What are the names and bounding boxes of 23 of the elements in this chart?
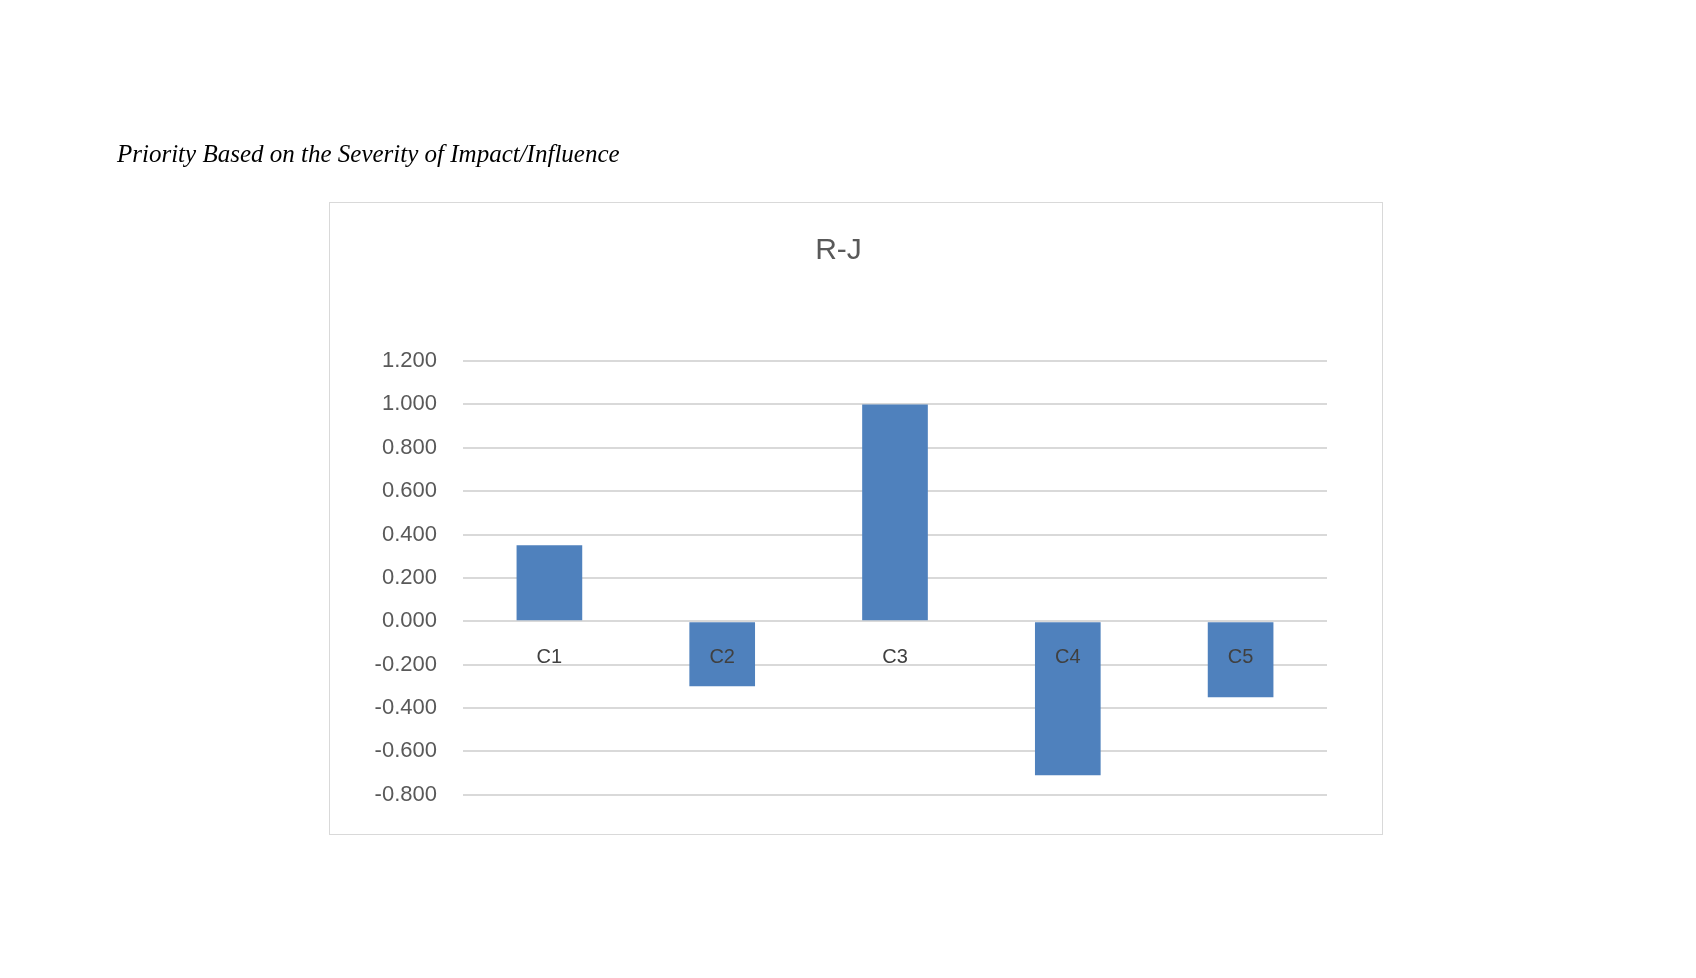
y-tick-label: -0.600 bbox=[374, 737, 437, 763]
bar bbox=[862, 404, 928, 621]
y-tick-label: 1.000 bbox=[381, 390, 437, 416]
y-tick-label: -0.800 bbox=[374, 780, 437, 806]
y-tick-label: 0.000 bbox=[381, 607, 437, 633]
text: Priority Based on the Severity of Impact/Influence bbox=[117, 140, 620, 168]
y-tick-label: 0.600 bbox=[381, 477, 437, 503]
x-tick-label: C1 bbox=[536, 644, 563, 667]
x-tick-label: C3 bbox=[882, 644, 908, 667]
bar bbox=[1034, 622, 1101, 776]
x-tick-label: C5 bbox=[1227, 644, 1254, 667]
x-tick-label: C2 bbox=[709, 644, 735, 667]
bar bbox=[1207, 622, 1274, 698]
y-tick-label: 0.200 bbox=[381, 563, 437, 589]
y-tick-label: 0.800 bbox=[381, 433, 437, 459]
bar bbox=[689, 622, 756, 687]
y-tick-label: 1.200 bbox=[381, 347, 437, 373]
x-tick-label: C4 bbox=[1055, 644, 1081, 667]
y-tick-label: -0.400 bbox=[374, 694, 437, 720]
y-tick-label: -0.200 bbox=[374, 650, 437, 676]
chart-title: R-J bbox=[815, 232, 862, 266]
y-tick-label: 0.400 bbox=[381, 520, 437, 546]
bar bbox=[516, 545, 583, 621]
